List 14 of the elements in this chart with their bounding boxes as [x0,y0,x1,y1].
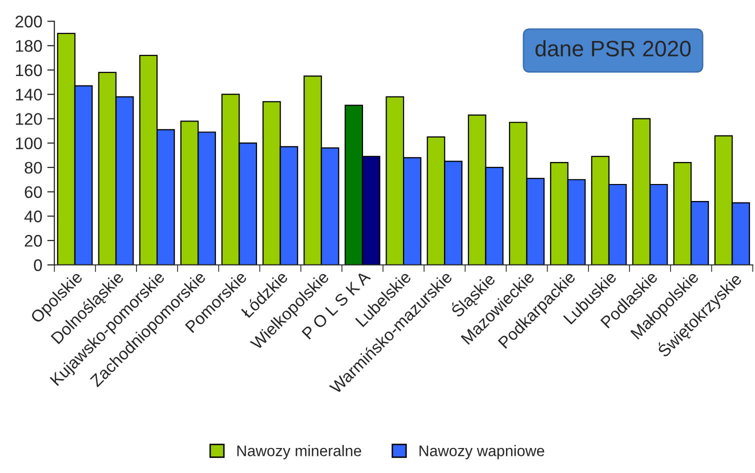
legend-label: Nawozy mineralne [237,445,362,460]
y-tick-label: 160 [16,64,42,76]
annotation: dane PSR 2020 [536,40,691,56]
y-tick-label: 140 [16,88,42,101]
y-tick-label: 80 [24,162,42,174]
y-tick-label: 20 [24,234,42,247]
y-tick-label: 0 [34,259,42,272]
y-tick-label: 180 [16,40,42,52]
legend-label: Nawozy wapniowe [420,445,544,460]
y-tick-label: 120 [16,113,42,125]
y-tick-label: 100 [16,137,42,150]
y-tick-label: 40 [24,210,42,222]
y-tick-label: 60 [24,186,42,198]
y-tick-label: 200 [16,16,42,28]
